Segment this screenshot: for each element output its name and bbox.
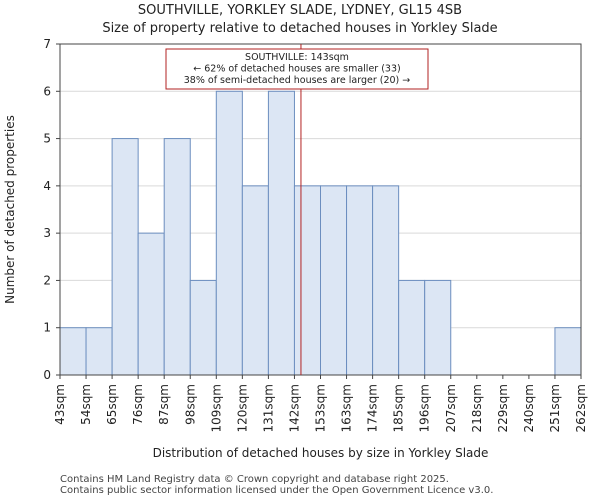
x-tick-label: 196sqm: [418, 384, 432, 432]
x-tick-label: 131sqm: [261, 384, 275, 432]
bar: [424, 279, 452, 376]
x-tick-label: 87sqm: [157, 384, 171, 425]
bar: [85, 327, 113, 376]
annotation-line: ← 62% of detached houses are smaller (33…: [193, 64, 400, 75]
x-tick-label: 262sqm: [574, 384, 588, 432]
x-tick-label: 163sqm: [340, 384, 354, 432]
x-tick-label: 240sqm: [522, 384, 536, 432]
bar: [215, 90, 243, 376]
x-tick-label: 218sqm: [470, 384, 484, 432]
y-tick-label: 3: [43, 226, 51, 240]
footer-line-1: Contains HM Land Registry data © Crown c…: [60, 474, 449, 485]
bar: [267, 90, 295, 376]
bar: [241, 185, 269, 376]
y-tick-label: 6: [43, 84, 51, 98]
y-tick-label: 0: [43, 368, 51, 382]
bar: [554, 327, 582, 376]
annotation-line: SOUTHVILLE: 143sqm: [245, 52, 349, 63]
bar: [372, 185, 400, 376]
x-axis-label: Distribution of detached houses by size …: [153, 446, 489, 460]
x-tick-label: 120sqm: [235, 384, 249, 432]
y-tick-label: 5: [43, 132, 51, 146]
bars: [59, 90, 582, 376]
footer-line-2: Contains public sector information licen…: [60, 485, 494, 496]
y-axis-label: Number of detached properties: [3, 115, 17, 304]
x-tick-label: 98sqm: [183, 384, 197, 425]
x-tick-label: 251sqm: [548, 384, 562, 432]
x-tick-label: 185sqm: [392, 384, 406, 432]
y-tick-label: 7: [43, 37, 51, 51]
annotation-box: [165, 48, 429, 90]
bar: [59, 327, 87, 376]
x-tick-label: 65sqm: [105, 384, 119, 425]
annotation-text: SOUTHVILLE: 143sqm← 62% of detached hous…: [184, 52, 411, 86]
x-tick-label: 174sqm: [366, 384, 380, 432]
y-tick-label: 2: [43, 273, 51, 287]
x-tick-label: 207sqm: [444, 384, 458, 432]
x-tick-label: 229sqm: [496, 384, 510, 432]
x-tick-label: 54sqm: [79, 384, 93, 425]
x-tick-label: 43sqm: [53, 384, 67, 425]
y-tick-label: 4: [43, 179, 51, 193]
bar: [163, 138, 191, 376]
bar: [111, 138, 139, 376]
x-tick-label: 142sqm: [287, 384, 301, 432]
bar: [320, 185, 348, 376]
bar: [189, 279, 217, 376]
bar: [293, 185, 322, 376]
x-axis-ticks: 43sqm 54sqm 65sqm 76sqm 87sqm 98sqm 109sqm 120s…: [53, 375, 588, 432]
y-axis-ticks: 0 1 2 3 4 5 6 7: [43, 37, 60, 382]
bar: [137, 232, 165, 376]
x-tick-label: 76sqm: [131, 384, 145, 425]
annotation-line: 38% of semi-detached houses are larger (…: [184, 75, 411, 86]
x-tick-label: 153sqm: [314, 384, 328, 432]
y-tick-label: 1: [43, 321, 51, 335]
x-tick-label: 109sqm: [209, 384, 223, 432]
bar: [346, 185, 374, 376]
chart-title: SOUTHVILLE, YORKLEY SLADE, LYDNEY, GL15 …: [137, 3, 463, 18]
bar: [398, 279, 426, 376]
chart-subtitle: Size of property relative to detached ho…: [102, 21, 498, 36]
